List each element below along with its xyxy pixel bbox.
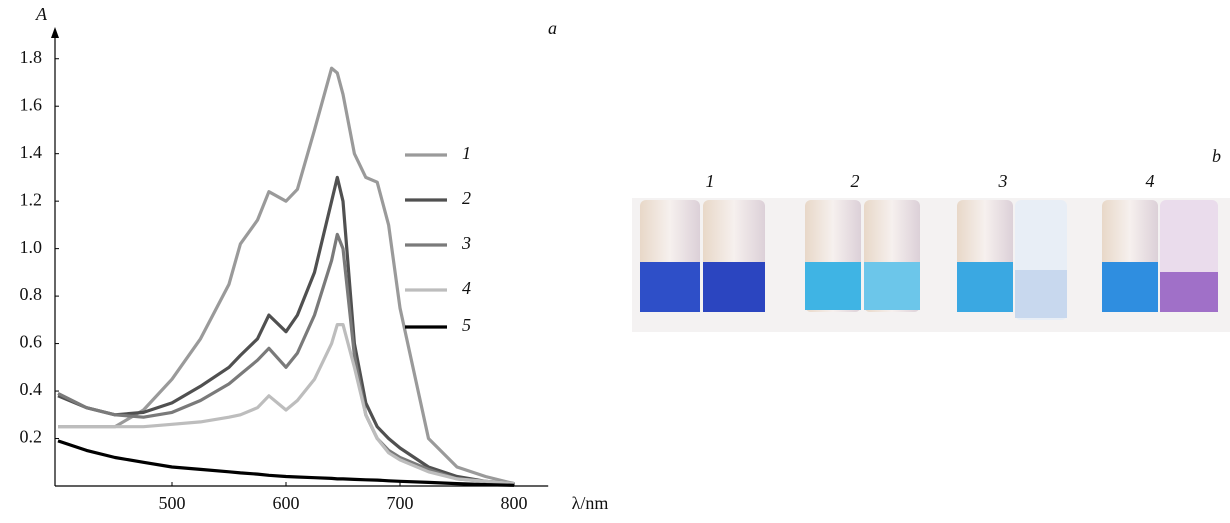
photo-vials [640, 200, 1218, 320]
panel-label: a [548, 18, 557, 38]
legend-label: 4 [462, 278, 471, 298]
series-line [58, 66, 515, 486]
photo-label: 4 [1146, 171, 1155, 191]
x-tick-label: 800 [501, 493, 528, 513]
y-tick-label: 1.6 [20, 94, 43, 114]
y-tick-label: 0.8 [20, 284, 43, 304]
panel-label: b [1212, 146, 1221, 166]
y-tick-label: 1.0 [20, 237, 43, 257]
y-tick-label: 0.2 [20, 427, 43, 447]
legend-label: 3 [461, 233, 471, 253]
x-tick-label: 600 [273, 493, 300, 513]
y-tick-label: 1.4 [20, 142, 43, 162]
y-axis-label: A [35, 4, 48, 24]
y-tick-label: 1.8 [20, 47, 43, 67]
y-axis-arrow [51, 27, 59, 38]
y-tick-label: 0.6 [20, 332, 43, 352]
legend-label: 2 [462, 188, 471, 208]
photo-label: 2 [851, 171, 860, 191]
x-axis-label: λ/nm [572, 493, 609, 513]
legend-label: 1 [462, 143, 471, 163]
photo-label: 3 [998, 171, 1008, 191]
x-tick-label: 700 [387, 493, 414, 513]
series-line [58, 323, 515, 486]
series-line [57, 175, 515, 486]
photo-label: 1 [706, 171, 715, 191]
y-tick-label: 1.2 [20, 189, 43, 209]
y-tick-label: 0.4 [20, 379, 43, 399]
series-line [57, 232, 515, 486]
legend-label: 5 [462, 315, 471, 335]
series-line [57, 439, 515, 487]
x-tick-label: 500 [159, 493, 186, 513]
